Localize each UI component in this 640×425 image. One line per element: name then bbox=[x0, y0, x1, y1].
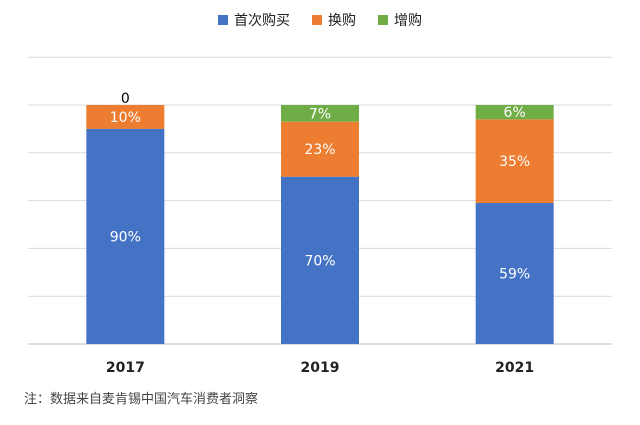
legend-item-additional-purchase: 增购 bbox=[378, 10, 422, 30]
x-tick-label-2019: 2019 bbox=[301, 360, 340, 376]
bar-segment-2021-0 bbox=[475, 202, 554, 344]
bar-segment-2021-1 bbox=[475, 119, 554, 203]
legend-label-additional-purchase: 增购 bbox=[394, 13, 422, 29]
legend-swatch-additional-purchase bbox=[378, 15, 388, 25]
legend-label-first-purchase: 首次购买 bbox=[234, 13, 290, 29]
data-label-2017-0: 90% bbox=[110, 229, 141, 245]
bar-segment-2019-1 bbox=[281, 121, 359, 177]
legend-swatch-first-purchase bbox=[218, 15, 228, 25]
data-label-2017-1: 10% bbox=[110, 110, 141, 126]
legend-item-first-purchase: 首次购买 bbox=[218, 10, 290, 30]
x-tick-label-2017: 2017 bbox=[106, 360, 145, 376]
data-label-2021-0: 59% bbox=[499, 266, 530, 282]
legend-item-replacement: 换购 bbox=[312, 10, 356, 30]
x-tick-label-2021: 2021 bbox=[495, 360, 534, 376]
data-label-2017-2: 0 bbox=[121, 91, 130, 107]
data-label-2019-2: 7% bbox=[309, 106, 331, 122]
source-note: 注：数据来自麦肯锡中国汽车消费者洞察 bbox=[24, 392, 259, 407]
bar-segment-2019-0 bbox=[281, 176, 359, 344]
data-label-2019-1: 23% bbox=[304, 142, 335, 158]
data-label-2021-1: 35% bbox=[499, 154, 530, 170]
bar-segment-2019-2 bbox=[281, 105, 359, 122]
bar-segment-2017-1 bbox=[86, 105, 165, 129]
data-label-2021-2: 6% bbox=[504, 105, 526, 121]
legend-swatch-replacement bbox=[312, 15, 322, 25]
chart-legend: 首次购买 换购 增购 bbox=[0, 10, 640, 30]
legend-label-replacement: 换购 bbox=[328, 13, 356, 29]
bar-segment-2021-2 bbox=[475, 105, 554, 120]
bar-segment-2017-0 bbox=[86, 128, 165, 344]
data-label-2019-0: 70% bbox=[304, 253, 335, 269]
